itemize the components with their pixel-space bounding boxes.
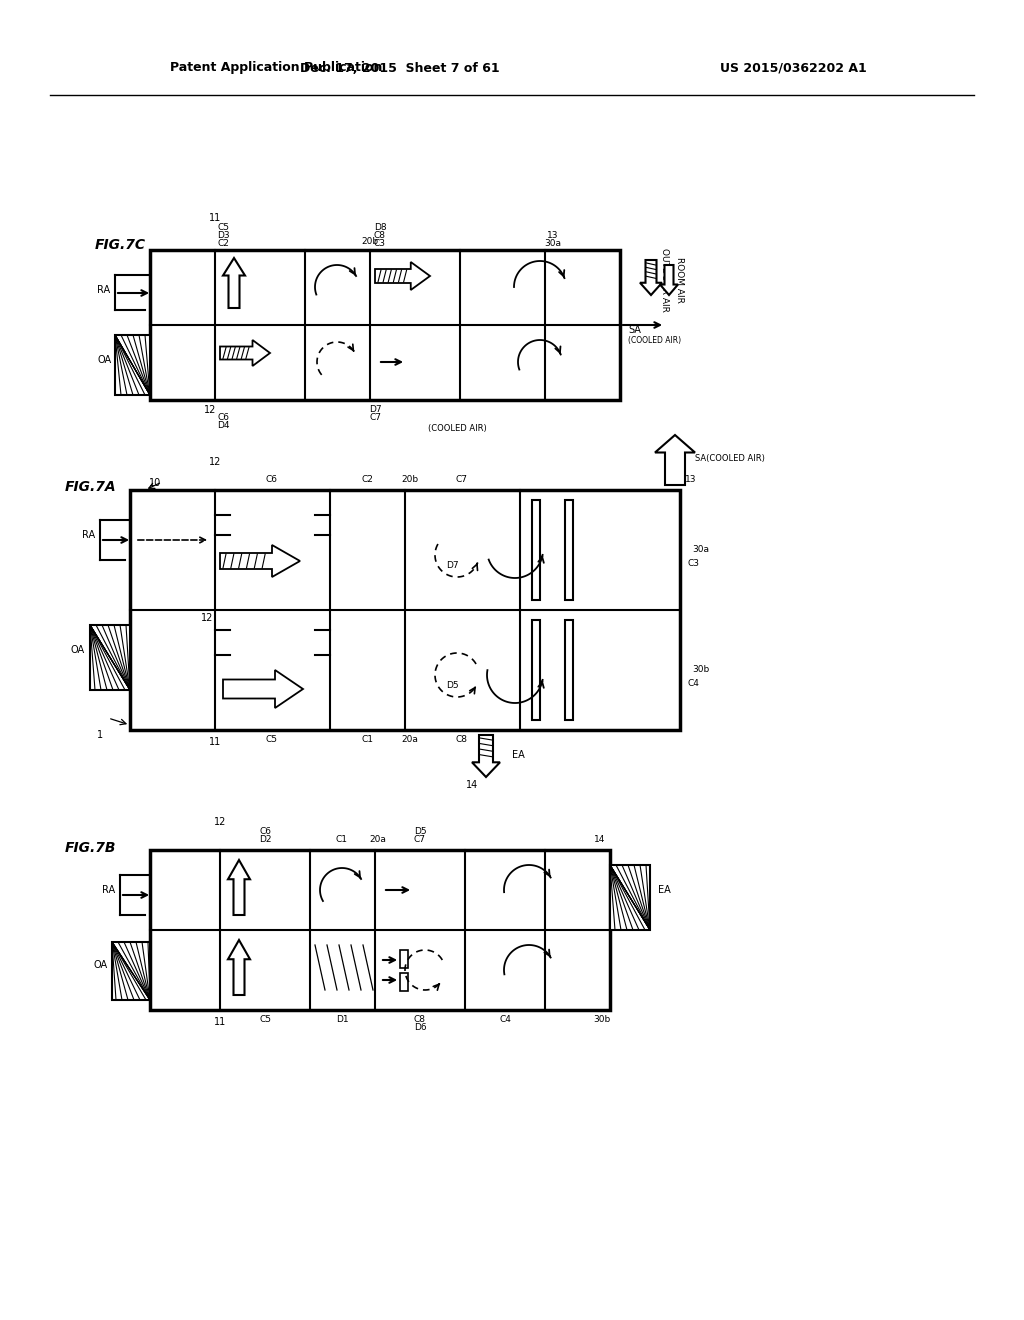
Text: EA: EA [658, 884, 671, 895]
Polygon shape [220, 341, 270, 366]
Text: Dec. 17, 2015  Sheet 7 of 61: Dec. 17, 2015 Sheet 7 of 61 [300, 62, 500, 74]
Bar [150, 249, 620, 400]
Text: RA: RA [82, 531, 95, 540]
Text: C5: C5 [266, 735, 278, 744]
Bar [130, 490, 680, 730]
Text: 12: 12 [204, 405, 216, 414]
Bar [565, 620, 573, 719]
Bar [532, 500, 540, 601]
Text: C3: C3 [374, 239, 386, 248]
Text: 30b: 30b [692, 665, 710, 675]
Text: C4: C4 [688, 680, 699, 689]
Text: 20b: 20b [361, 238, 379, 247]
Bar [532, 620, 540, 719]
Text: 30a: 30a [545, 239, 561, 248]
Bar [400, 973, 408, 991]
Text: C2: C2 [361, 475, 373, 484]
Text: (COOLED AIR): (COOLED AIR) [428, 424, 486, 433]
Polygon shape [640, 260, 662, 294]
Text: FIG.7A: FIG.7A [65, 480, 117, 494]
Text: D7: D7 [369, 405, 381, 414]
Text: D4: D4 [217, 421, 229, 430]
Text: 20b: 20b [401, 475, 419, 484]
Bar [115, 335, 150, 395]
Text: D7: D7 [445, 561, 459, 569]
Text: 1: 1 [97, 730, 103, 741]
Bar [90, 624, 130, 690]
Polygon shape [223, 671, 303, 708]
Text: ROOM AIR: ROOM AIR [675, 257, 684, 302]
Text: C1: C1 [361, 735, 373, 744]
Polygon shape [223, 257, 245, 308]
Text: RA: RA [101, 884, 115, 895]
Text: 20a: 20a [401, 735, 419, 744]
Text: SA: SA [628, 325, 641, 335]
Text: 12: 12 [209, 457, 221, 467]
Text: Patent Application Publication: Patent Application Publication [170, 62, 382, 74]
Text: 12: 12 [214, 817, 226, 828]
Text: 14: 14 [594, 836, 605, 845]
Bar [610, 865, 650, 931]
Text: RA: RA [97, 285, 110, 294]
Text: D2: D2 [259, 836, 271, 845]
Text: C6: C6 [259, 828, 271, 837]
Text: C8: C8 [414, 1015, 426, 1024]
Text: 11: 11 [209, 737, 221, 747]
Bar [400, 950, 408, 968]
Text: D6: D6 [414, 1023, 426, 1032]
Text: C7: C7 [456, 475, 468, 484]
Text: D1: D1 [336, 1015, 348, 1024]
Text: 13: 13 [547, 231, 559, 240]
Text: 10: 10 [148, 478, 161, 488]
Text: C7: C7 [369, 413, 381, 422]
Text: D2: D2 [221, 681, 233, 689]
Polygon shape [228, 861, 250, 915]
Text: C5: C5 [259, 1015, 271, 1024]
Text: C8: C8 [374, 231, 386, 240]
Text: 30b: 30b [593, 1015, 610, 1024]
Text: EA: EA [512, 750, 524, 760]
Bar [112, 942, 150, 1001]
Polygon shape [660, 265, 678, 294]
Text: 11: 11 [209, 213, 221, 223]
Text: 20a: 20a [370, 836, 386, 845]
Bar [565, 500, 573, 601]
Text: C1: C1 [336, 836, 348, 845]
Polygon shape [228, 940, 250, 995]
Text: 14: 14 [466, 780, 478, 789]
Text: D3: D3 [217, 231, 229, 240]
Text: 11: 11 [214, 1016, 226, 1027]
Polygon shape [220, 545, 300, 577]
Text: C6: C6 [217, 413, 229, 422]
Text: C3: C3 [688, 560, 700, 569]
Text: C7: C7 [414, 836, 426, 845]
Text: C5: C5 [217, 223, 229, 232]
Text: OUTDOOR AIR: OUTDOOR AIR [660, 248, 669, 312]
Text: D5: D5 [414, 828, 426, 837]
Text: D8: D8 [374, 223, 386, 232]
Bar [150, 850, 610, 1010]
Polygon shape [655, 436, 695, 484]
Text: OA: OA [98, 355, 112, 366]
Polygon shape [375, 261, 430, 290]
Text: OA: OA [71, 645, 85, 655]
Text: SA(COOLED AIR): SA(COOLED AIR) [695, 454, 765, 462]
Text: D4: D4 [221, 561, 233, 569]
Text: 13: 13 [685, 475, 696, 484]
Text: OA: OA [94, 960, 108, 970]
Text: (COOLED AIR): (COOLED AIR) [628, 335, 681, 345]
Text: FIG.7B: FIG.7B [65, 841, 117, 855]
Text: US 2015/0362202 A1: US 2015/0362202 A1 [720, 62, 866, 74]
Text: C6: C6 [266, 475, 278, 484]
Text: 30a: 30a [692, 545, 709, 554]
Text: D5: D5 [445, 681, 459, 689]
Text: C8: C8 [456, 735, 468, 744]
Text: C2: C2 [217, 239, 229, 248]
Polygon shape [472, 735, 500, 777]
Text: 12: 12 [201, 612, 213, 623]
Text: FIG.7C: FIG.7C [95, 238, 146, 252]
Text: C4: C4 [499, 1015, 511, 1024]
